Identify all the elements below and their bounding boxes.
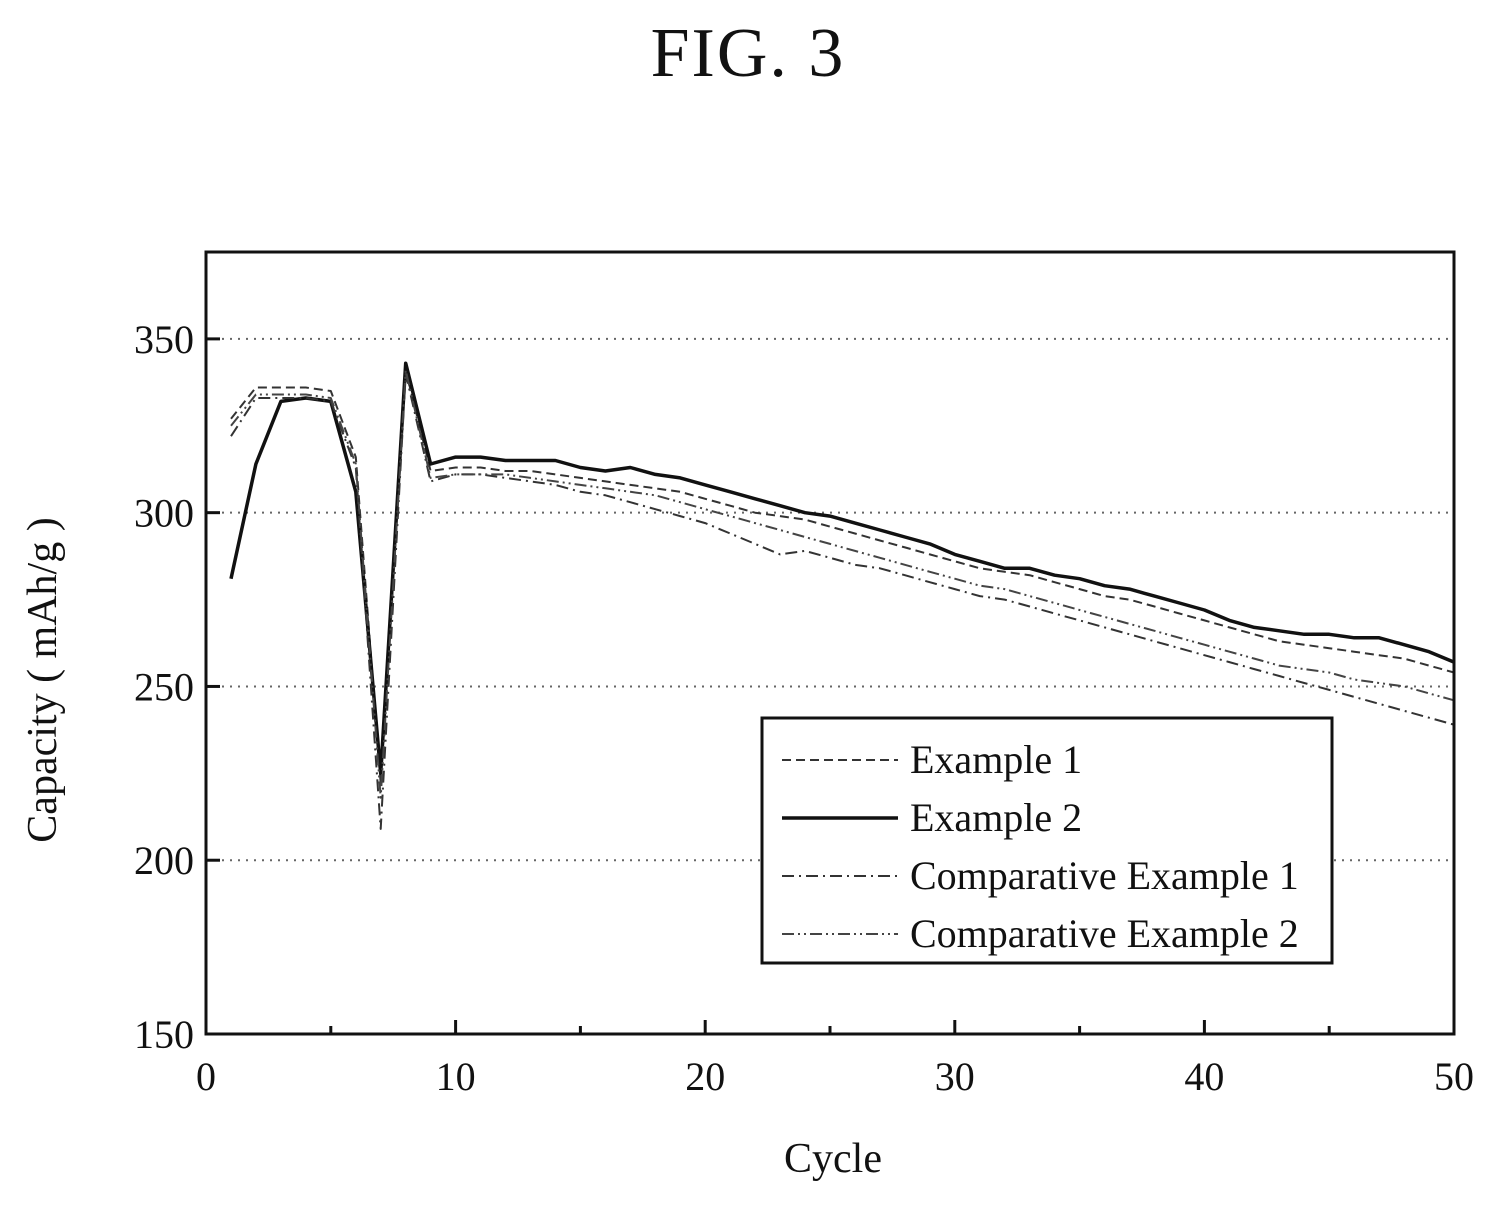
figure-title: FIG. 3: [650, 15, 846, 92]
series-lines: [229, 361, 1455, 830]
series-line-1: [230, 369, 1455, 785]
series-line-4: [230, 369, 1455, 799]
y-tick-label: 150: [134, 1012, 194, 1057]
x-tick-label: 30: [935, 1054, 975, 1099]
y-tick-label: 300: [134, 491, 194, 536]
chart-legend: Example 1 Example 2 Comparative Example 1 C…: [760, 716, 1334, 965]
x-tick-label: 40: [1184, 1054, 1224, 1099]
y-axis-label: Capacity ( mAh/g ): [20, 517, 66, 842]
y-tick-label: 350: [134, 317, 194, 362]
legend-label: Comparative Example 1: [910, 853, 1299, 898]
axis-ticks: [204, 337, 1456, 1036]
legend-box: [760, 716, 1334, 965]
legend-items: Example 1 Example 2 Comparative Example 1 C…: [782, 737, 1299, 956]
x-tick-label: 10: [436, 1054, 476, 1099]
x-tick-label: 0: [196, 1054, 216, 1099]
legend-label: Comparative Example 2: [910, 911, 1299, 956]
y-tick-label: 200: [134, 838, 194, 883]
x-tick-label: 50: [1434, 1054, 1474, 1099]
x-tick-label: 20: [685, 1054, 725, 1099]
legend-label: Example 1: [910, 737, 1082, 782]
y-tick-label: 250: [134, 664, 194, 709]
series-line-3: [230, 372, 1455, 830]
series-line-2: [229, 361, 1455, 776]
legend-label: Example 2: [910, 795, 1082, 840]
x-axis-label: Cycle: [784, 1136, 882, 1182]
x-axis-tick-labels: 0 10 20 30 40 50: [196, 1054, 1474, 1099]
y-axis-tick-labels: 150 200 250 300 350: [134, 317, 194, 1057]
